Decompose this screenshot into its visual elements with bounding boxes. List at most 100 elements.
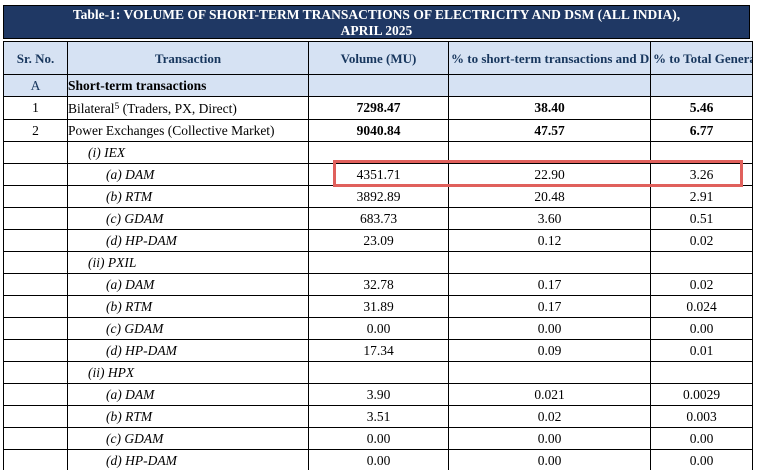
volume-cell: 0.00 (308, 317, 449, 340)
transaction-cell: (b) RTM (67, 185, 309, 208)
sr-cell (3, 339, 68, 362)
volume-cell: 31.89 (308, 295, 449, 318)
pct-dsm-cell (448, 74, 651, 97)
footnote-superscript: 5 (114, 102, 120, 112)
pct-gen-cell (650, 361, 753, 384)
pct-gen-cell: 0.024 (650, 295, 753, 318)
sr-cell (3, 427, 68, 450)
header-row: Sr. No. Transaction Volume (MU) % to sho… (3, 41, 753, 75)
table-row-hpx-dam: (a) DAM 3.90 0.021 0.0029 (3, 383, 753, 406)
pct-gen-cell: 0.003 (650, 405, 753, 428)
pct-gen-cell: 5.46 (650, 96, 753, 120)
sr-cell: 1 (3, 96, 68, 120)
pct-gen-cell: 0.51 (650, 207, 753, 230)
pct-dsm-cell: 0.00 (448, 317, 651, 340)
transaction-cell: (d) HP-DAM (67, 339, 309, 362)
transaction-cell: (a) DAM (67, 383, 309, 406)
sr-cell (3, 383, 68, 406)
table-row-bilateral: 1 Bilateral5 (Traders, PX, Direct) 7298.… (3, 96, 753, 120)
sr-cell (3, 229, 68, 252)
table-row-power-exchanges: 2 Power Exchanges (Collective Market) 90… (3, 119, 753, 142)
volume-cell: 9040.84 (308, 119, 449, 142)
table-row-iex-dam: (a) DAM 4351.71 22.90 3.26 (3, 163, 753, 186)
transaction-cell: Power Exchanges (Collective Market) (67, 119, 309, 142)
transaction-cell: (d) HP-DAM (67, 449, 309, 470)
pct-gen-cell (650, 141, 753, 164)
pct-gen-cell: 0.01 (650, 339, 753, 362)
table-row-pxil-gdam: (c) GDAM 0.00 0.00 0.00 (3, 317, 753, 340)
volume-cell: 0.00 (308, 427, 449, 450)
transaction-cell: (a) DAM (67, 273, 309, 296)
table-row-iex-hpdam: (d) HP-DAM 23.09 0.12 0.02 (3, 229, 753, 252)
sr-cell (3, 163, 68, 186)
table-row-hpx-gdam: (c) GDAM 0.00 0.00 0.00 (3, 427, 753, 450)
pct-dsm-cell: 0.17 (448, 273, 651, 296)
table-title: Table-1: VOLUME OF SHORT-TERM TRANSACTIO… (3, 5, 750, 39)
transaction-cell: Bilateral5 (Traders, PX, Direct) (67, 96, 309, 120)
pct-gen-cell (650, 251, 753, 274)
table-row-iex-rtm: (b) RTM 3892.89 20.48 2.91 (3, 185, 753, 208)
volume-cell: 3892.89 (308, 185, 449, 208)
table-title-line1: Table-1: VOLUME OF SHORT-TERM TRANSACTIO… (72, 7, 681, 22)
pct-dsm-cell: 0.17 (448, 295, 651, 318)
pct-gen-cell: 0.0029 (650, 383, 753, 406)
volume-cell: 7298.47 (308, 96, 449, 120)
transaction-cell: (d) HP-DAM (67, 229, 309, 252)
pct-dsm-cell (448, 251, 651, 274)
transaction-cell: (b) RTM (67, 405, 309, 428)
sr-cell: 2 (3, 119, 68, 142)
pct-gen-cell (650, 74, 753, 97)
pct-dsm-cell (448, 361, 651, 384)
volume-cell (308, 361, 449, 384)
transaction-cell: (c) GDAM (67, 207, 309, 230)
pct-gen-cell: 0.00 (650, 427, 753, 450)
pct-gen-cell: 0.02 (650, 229, 753, 252)
sr-cell (3, 405, 68, 428)
sr-cell (3, 317, 68, 340)
pct-dsm-cell: 0.02 (448, 405, 651, 428)
sr-cell (3, 361, 68, 384)
sr-cell (3, 449, 68, 470)
sr-cell (3, 295, 68, 318)
transaction-cell: (b) RTM (67, 295, 309, 318)
volume-cell: 32.78 (308, 273, 449, 296)
transaction-cell: Short-term transactions (67, 74, 309, 97)
sr-cell (3, 251, 68, 274)
transactions-table: Sr. No. Transaction Volume (MU) % to sho… (3, 41, 753, 470)
transaction-cell: (i) IEX (67, 141, 309, 164)
bilateral-label: Bilateral (68, 101, 115, 116)
transaction-cell: (a) DAM (67, 163, 309, 186)
pct-gen-cell: 0.02 (650, 273, 753, 296)
pct-dsm-cell: 0.00 (448, 449, 651, 470)
table-row-iex: (i) IEX (3, 141, 753, 164)
col-header-pct-dsm: % to short-term transactions and DSM Vol… (448, 41, 651, 75)
pct-gen-cell: 0.00 (650, 449, 753, 470)
sr-cell (3, 185, 68, 208)
pct-gen-cell: 0.00 (650, 317, 753, 340)
table-row-iex-gdam: (c) GDAM 683.73 3.60 0.51 (3, 207, 753, 230)
sr-cell (3, 273, 68, 296)
sr-cell (3, 141, 68, 164)
sr-cell (3, 207, 68, 230)
transaction-cell: (ii) HPX (67, 361, 309, 384)
table-row-pxil: (ii) PXIL (3, 251, 753, 274)
table-row-hpx-rtm: (b) RTM 3.51 0.02 0.003 (3, 405, 753, 428)
volume-cell: 23.09 (308, 229, 449, 252)
table-row-pxil-rtm: (b) RTM 31.89 0.17 0.024 (3, 295, 753, 318)
pct-dsm-cell: 0.09 (448, 339, 651, 362)
pct-dsm-cell: 22.90 (448, 163, 651, 186)
pct-dsm-cell: 47.57 (448, 119, 651, 142)
table-row-pxil-dam: (a) DAM 32.78 0.17 0.02 (3, 273, 753, 296)
pct-dsm-cell: 20.48 (448, 185, 651, 208)
volume-cell: 0.00 (308, 449, 449, 470)
pct-dsm-cell: 0.12 (448, 229, 651, 252)
pct-gen-cell: 3.26 (650, 163, 753, 186)
pct-dsm-cell (448, 141, 651, 164)
volume-cell: 4351.71 (308, 163, 449, 186)
table-row-hpx-hpdam: (d) HP-DAM 0.00 0.00 0.00 (3, 449, 753, 470)
volume-cell: 17.34 (308, 339, 449, 362)
volume-cell (308, 251, 449, 274)
transaction-cell: (ii) PXIL (67, 251, 309, 274)
table-row-short-term: A Short-term transactions (3, 74, 753, 97)
